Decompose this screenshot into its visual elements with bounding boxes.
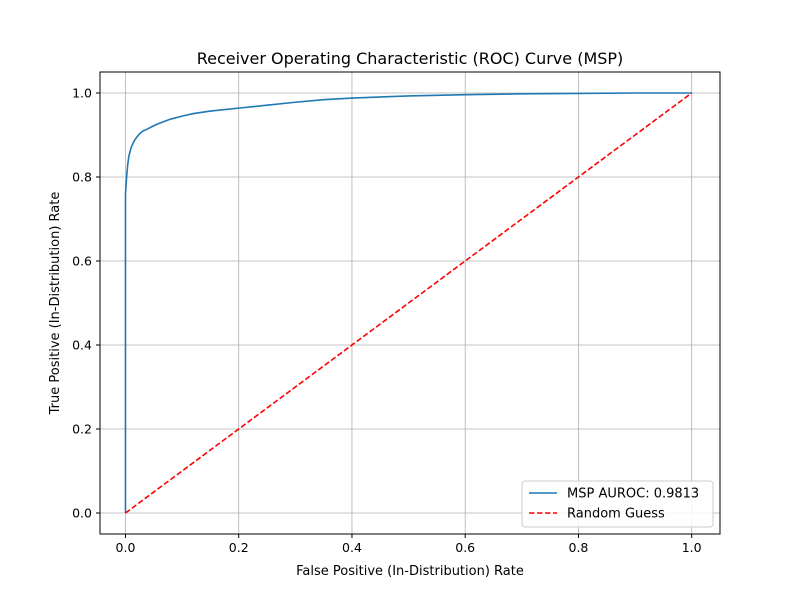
y-tick-label-2: 0.4	[72, 338, 92, 353]
chart-title: Receiver Operating Characteristic (ROC) …	[197, 49, 624, 68]
y-tick-label-1: 0.2	[72, 422, 92, 437]
y-axis-label: True Positive (In-Distribution) Rate	[48, 192, 63, 416]
roc-curve-msp	[124, 92, 692, 513]
series-group	[124, 92, 693, 514]
x-tick-label-2: 0.4	[342, 540, 362, 555]
y-tick-label-0: 0.0	[72, 506, 92, 521]
y-tick-label-3: 0.6	[72, 254, 92, 269]
grid	[100, 72, 720, 534]
legend: MSP AUROC: 0.9813 Random Guess	[521, 480, 714, 528]
plot-frame	[99, 71, 721, 535]
legend-box	[521, 480, 714, 528]
legend-label-random: Random Guess	[567, 507, 665, 522]
x-tick-label-5: 1.0	[682, 540, 702, 555]
x-tick-label-1: 0.2	[229, 540, 249, 555]
y-tick-label-5: 1.0	[72, 86, 92, 101]
legend-label-msp: MSP AUROC: 0.9813	[567, 487, 699, 502]
x-tick-label-0: 0.0	[116, 540, 136, 555]
x-axis-label: False Positive (In-Distribution) Rate	[296, 564, 524, 579]
x-tick-label-3: 0.6	[455, 540, 475, 555]
y-tick-label-4: 0.8	[72, 170, 92, 185]
x-tick-label-4: 0.8	[569, 540, 589, 555]
tick-group: 0.0 0.2 0.4 0.6 0.8 1.0 0.0 0.2 0.4 0.6 0.8 1.0	[72, 86, 702, 556]
random-guess-line	[125, 92, 693, 514]
